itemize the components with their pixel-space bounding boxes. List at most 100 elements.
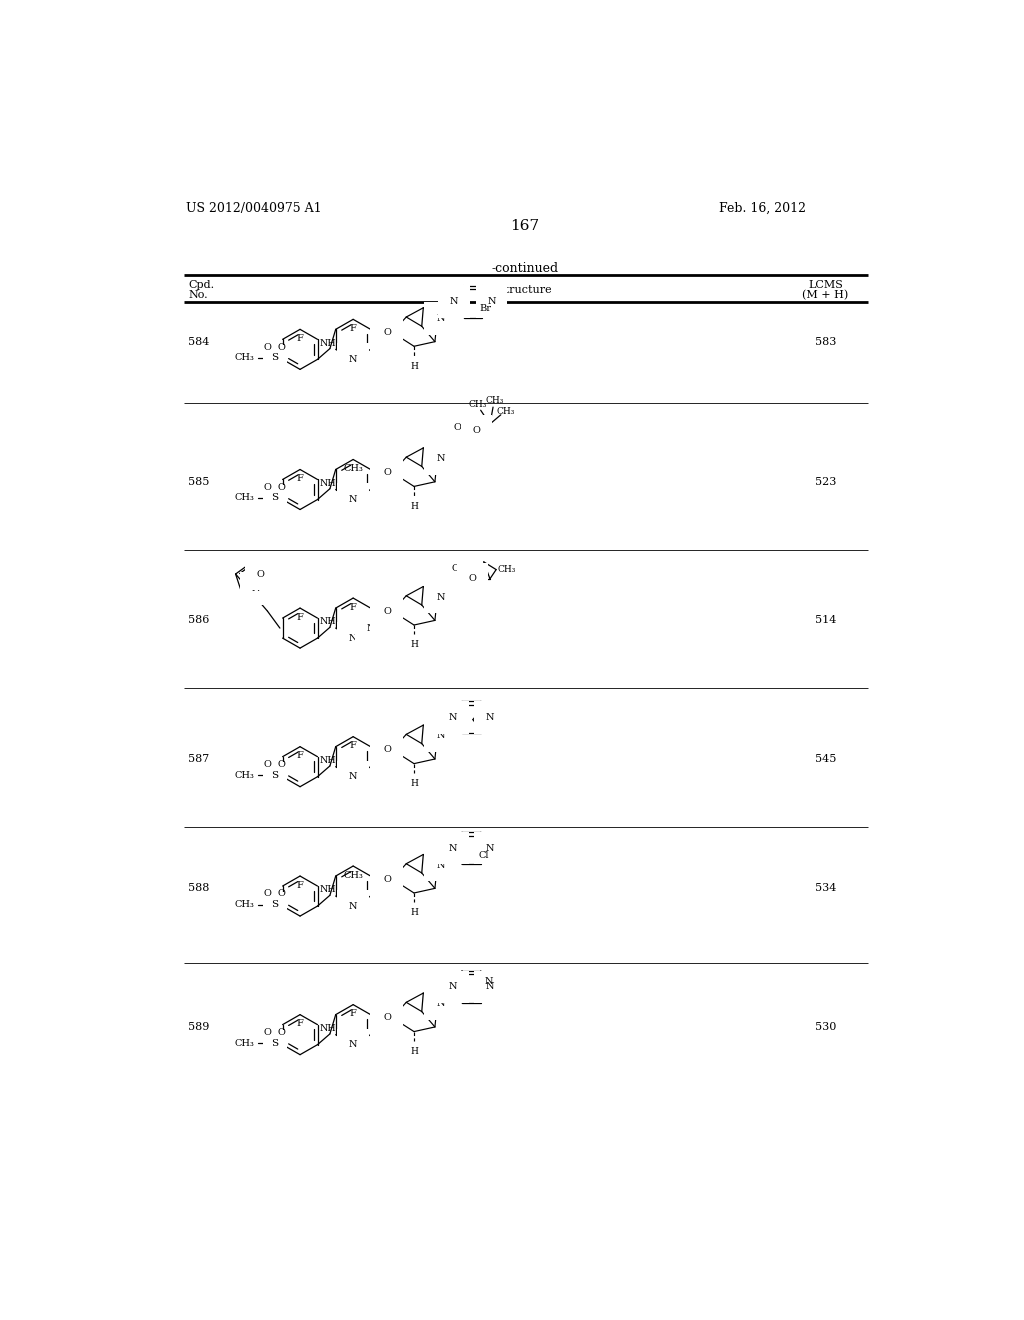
Text: N: N bbox=[449, 713, 457, 722]
Text: N: N bbox=[487, 297, 496, 306]
Text: O: O bbox=[278, 760, 286, 768]
Text: LCMS: LCMS bbox=[808, 280, 843, 290]
Text: NH: NH bbox=[321, 339, 337, 347]
Text: 587: 587 bbox=[188, 754, 210, 764]
Text: N: N bbox=[349, 902, 357, 911]
Text: N: N bbox=[436, 314, 444, 323]
Text: N: N bbox=[485, 982, 495, 991]
Text: F: F bbox=[350, 742, 356, 750]
Text: O: O bbox=[384, 1014, 391, 1022]
Text: N: N bbox=[349, 495, 357, 504]
Text: NH: NH bbox=[321, 618, 337, 627]
Text: N: N bbox=[349, 355, 357, 364]
Text: O: O bbox=[382, 611, 390, 619]
Text: H: H bbox=[410, 362, 418, 371]
Text: O: O bbox=[264, 343, 271, 351]
Text: F: F bbox=[297, 1019, 303, 1028]
Text: O: O bbox=[278, 483, 286, 491]
Text: CH₃: CH₃ bbox=[497, 408, 515, 416]
Text: O: O bbox=[264, 890, 271, 898]
Text: N: N bbox=[451, 297, 459, 306]
Text: 588: 588 bbox=[188, 883, 210, 894]
Text: O: O bbox=[452, 564, 460, 573]
Text: 523: 523 bbox=[815, 477, 837, 487]
Polygon shape bbox=[392, 469, 398, 477]
Text: O: O bbox=[382, 1018, 390, 1026]
Text: S: S bbox=[271, 354, 279, 362]
Text: H: H bbox=[410, 502, 418, 511]
Text: F: F bbox=[350, 603, 356, 611]
Text: 584: 584 bbox=[188, 337, 210, 347]
Text: N: N bbox=[367, 623, 375, 632]
Text: 530: 530 bbox=[815, 1022, 837, 1032]
Text: O: O bbox=[278, 1028, 286, 1036]
Text: CH₃: CH₃ bbox=[343, 871, 364, 879]
Text: NH: NH bbox=[321, 1024, 337, 1034]
Text: N: N bbox=[349, 772, 357, 781]
Text: O: O bbox=[384, 746, 391, 754]
Text: N: N bbox=[449, 843, 457, 853]
Text: O: O bbox=[384, 607, 391, 615]
Text: N: N bbox=[436, 593, 444, 602]
Text: CH₃: CH₃ bbox=[468, 400, 486, 408]
Text: US 2012/0040975 A1: US 2012/0040975 A1 bbox=[186, 202, 322, 215]
Text: H: H bbox=[410, 1047, 418, 1056]
Text: N: N bbox=[485, 843, 495, 853]
Text: F: F bbox=[350, 325, 356, 333]
Text: F: F bbox=[297, 612, 303, 622]
Text: 545: 545 bbox=[815, 754, 837, 764]
Text: O: O bbox=[264, 760, 271, 768]
Text: CH₃: CH₃ bbox=[234, 494, 254, 503]
Text: S: S bbox=[271, 494, 279, 503]
Text: S: S bbox=[271, 1039, 279, 1048]
Text: 534: 534 bbox=[815, 883, 837, 894]
Text: 585: 585 bbox=[188, 477, 210, 487]
Text: H: H bbox=[410, 908, 418, 917]
Text: 514: 514 bbox=[815, 615, 837, 626]
Text: Br: Br bbox=[479, 304, 492, 313]
Text: N: N bbox=[436, 861, 444, 870]
Text: O: O bbox=[264, 1028, 271, 1036]
Text: N: N bbox=[436, 999, 444, 1008]
Polygon shape bbox=[392, 329, 398, 337]
Text: O: O bbox=[278, 343, 286, 351]
Text: O: O bbox=[384, 327, 391, 337]
Polygon shape bbox=[392, 1014, 398, 1022]
Text: NH: NH bbox=[321, 756, 337, 766]
Text: O: O bbox=[468, 574, 476, 583]
Text: N: N bbox=[436, 454, 444, 463]
Text: O: O bbox=[384, 469, 391, 477]
Text: F: F bbox=[297, 751, 303, 760]
Text: CH₃: CH₃ bbox=[234, 900, 254, 909]
Text: S: S bbox=[271, 900, 279, 909]
Text: NH: NH bbox=[321, 479, 337, 488]
Text: S: S bbox=[271, 771, 279, 780]
Text: F: F bbox=[297, 474, 303, 483]
Text: F: F bbox=[297, 880, 303, 890]
Text: 586: 586 bbox=[188, 615, 210, 626]
Text: (M + H): (M + H) bbox=[803, 289, 849, 300]
Text: CH₃: CH₃ bbox=[498, 565, 516, 574]
Text: O: O bbox=[257, 569, 264, 578]
Text: O: O bbox=[382, 331, 390, 341]
Text: N: N bbox=[349, 634, 357, 643]
Text: N: N bbox=[436, 731, 444, 741]
Text: CH₃: CH₃ bbox=[485, 396, 504, 405]
Text: O: O bbox=[384, 875, 391, 883]
Text: H: H bbox=[410, 640, 418, 649]
Polygon shape bbox=[392, 746, 398, 754]
Text: O: O bbox=[382, 473, 390, 480]
Text: Cpd.: Cpd. bbox=[188, 280, 215, 290]
Text: Feb. 16, 2012: Feb. 16, 2012 bbox=[719, 202, 806, 215]
Text: NH: NH bbox=[321, 886, 337, 895]
Text: -continued: -continued bbox=[492, 261, 558, 275]
Text: H: H bbox=[410, 779, 418, 788]
Text: N: N bbox=[449, 982, 457, 991]
Polygon shape bbox=[392, 875, 398, 883]
Text: O: O bbox=[473, 426, 480, 436]
Text: Cl: Cl bbox=[478, 850, 489, 859]
Text: O: O bbox=[454, 422, 462, 432]
Text: O: O bbox=[264, 483, 271, 491]
Text: F: F bbox=[350, 1010, 356, 1018]
Text: CH₃: CH₃ bbox=[234, 354, 254, 362]
